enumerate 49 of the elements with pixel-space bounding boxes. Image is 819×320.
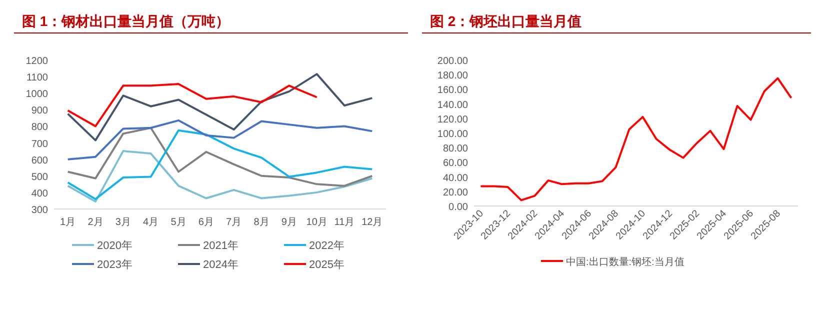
y-tick-label: 180.00 [437,70,468,82]
legend-label: 2022年 [309,240,344,252]
legend-label: 2020年 [97,240,132,252]
y-tick-label: 700 [31,138,48,150]
y-tick-label: 160.00 [437,85,468,96]
y-tick-label: 600 [31,155,48,166]
x-tick-label: 9月 [281,217,297,228]
line-series [66,119,374,160]
y-tick-label: 1200 [26,56,48,67]
y-tick-label: 100.00 [437,129,468,140]
x-tick-label: 4月 [143,217,159,228]
y-tick-label: 1100 [26,72,48,84]
x-tick-label: 12月 [362,217,383,228]
y-tick-label: 60.00 [442,158,468,170]
legend-label: 中国:出口数量:钢坯:当月值 [566,256,684,268]
x-tick-label: 6月 [198,217,214,228]
line-series [66,83,318,128]
y-tick-label: 120.00 [437,114,468,126]
x-tick-label: 8月 [254,217,270,228]
y-tick-label: 500 [31,172,48,183]
y-tick-label: 300 [31,205,48,216]
x-tick-label: 2月 [88,217,104,228]
x-tick-label: 10月 [306,217,328,228]
x-tick-label: 3月 [115,217,131,228]
y-tick-label: 1000 [26,89,48,100]
legend-label: 2023年 [97,259,132,271]
x-tick-label: 7月 [226,217,242,228]
line-series [480,77,792,202]
legend-label: 2025年 [309,259,344,271]
line-series [66,73,374,142]
y-tick-label: 0.00 [448,202,468,213]
x-tick-label: 1月 [60,217,76,228]
y-tick-label: 40.00 [442,172,468,184]
x-tick-label: 11月 [334,217,355,228]
legend-label: 2024年 [203,259,238,271]
legend-label: 2021年 [203,240,238,252]
y-tick-label: 20.00 [442,187,468,198]
y-tick-label: 900 [31,106,48,117]
line-series [66,129,374,200]
y-tick-label: 800 [31,122,48,134]
line-series [66,126,374,187]
y-tick-label: 80.00 [442,144,468,155]
y-tick-label: 200.00 [437,56,468,67]
x-tick-label: 5月 [170,217,186,228]
y-tick-label: 400 [31,188,48,200]
y-tick-label: 140.00 [437,100,468,111]
chart-title: 图 2：钢坯出口量当月值 [430,13,582,29]
chart-title: 图 1：钢材出口量当月值（万吨） [22,13,230,29]
line-series [66,150,374,203]
